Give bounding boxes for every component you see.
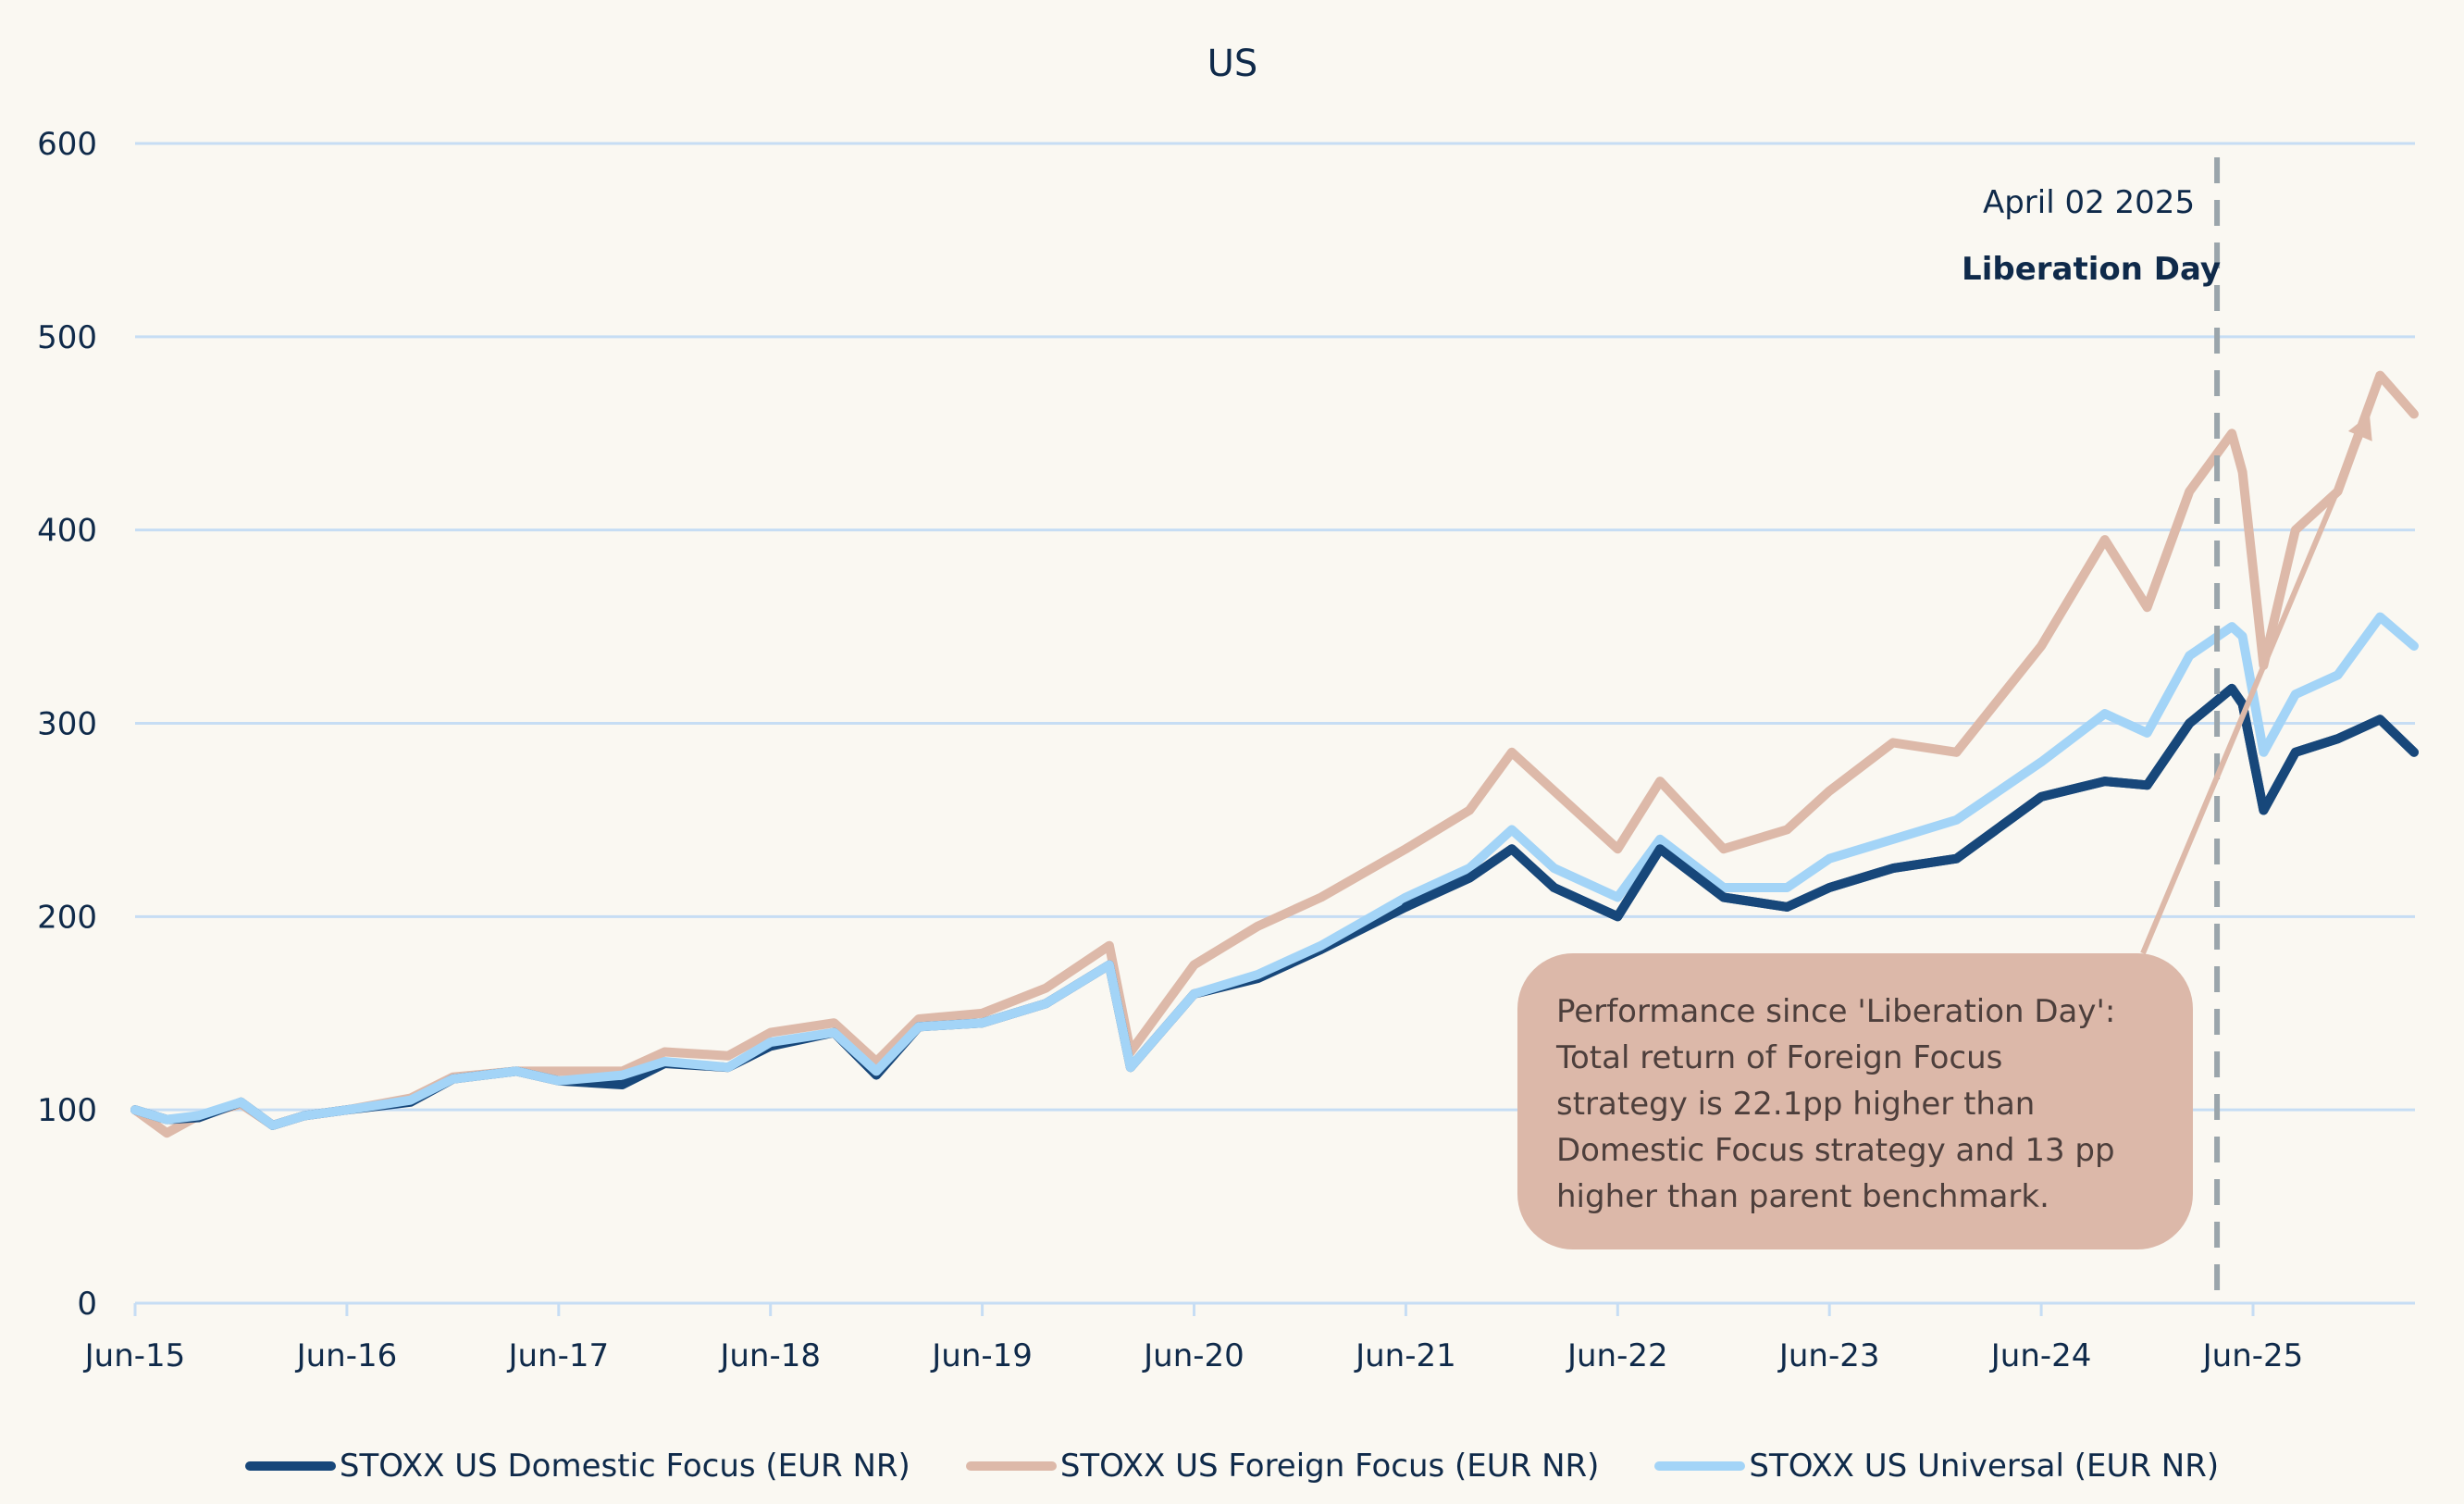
annotations: April 02 2025 Liberation Day (1962, 157, 2372, 1303)
y-tick-label: 100 (37, 1092, 97, 1129)
x-tick-label: Jun-19 (930, 1337, 1033, 1374)
legend-item-foreign[interactable]: STOXX US Foreign Focus (EUR NR) (965, 1446, 1600, 1486)
annotation-date: April 02 2025 (1983, 184, 2195, 221)
x-axis-ticks: Jun-15 Jun-16 Jun-17 Jun-18 Jun-19 Jun-20 Jun-… (83, 1303, 2304, 1374)
y-tick-label: 600 (37, 126, 97, 163)
y-tick-label: 300 (37, 706, 97, 743)
x-tick-label: Jun-18 (718, 1337, 821, 1374)
series-lines (130, 370, 2419, 1138)
note-line: Total return of Foreign Focus (1556, 1039, 2003, 1076)
performance-note: Performance since 'Liberation Day': Tota… (1517, 953, 2193, 1249)
note-line: strategy is 22.1pp higher than (1556, 1086, 2036, 1123)
arrow-head-icon (2347, 414, 2372, 441)
legend-item-universal[interactable]: STOXX US Universal (EUR NR) (1654, 1446, 2219, 1486)
note-line: Performance since 'Liberation Day': (1556, 993, 2116, 1030)
x-tick-label: Jun-23 (1777, 1337, 1880, 1374)
note-line: higher than parent benchmark. (1556, 1178, 2049, 1215)
legend-item-domestic[interactable]: STOXX US Domestic Focus (EUR NR) (244, 1446, 910, 1486)
annotation-event: Liberation Day (1962, 251, 2221, 288)
y-tick-label: 500 (37, 319, 97, 356)
note-line: Domestic Focus strategy and 13 pp (1556, 1132, 2115, 1169)
y-tick-label: 200 (37, 899, 97, 936)
y-tick-label: 400 (37, 513, 97, 550)
x-tick-label: Jun-22 (1566, 1337, 1668, 1374)
legend-label: STOXX US Domestic Focus (EUR NR) (339, 1448, 910, 1485)
legend-swatch-foreign (965, 1461, 1057, 1471)
legend-swatch-universal (1654, 1461, 1746, 1471)
x-tick-label: Jun-25 (2201, 1337, 2304, 1374)
performance-arrow (2140, 435, 2363, 955)
series-line-domestic-overlay (1401, 683, 2419, 922)
x-tick-label: Jun-15 (83, 1337, 186, 1374)
x-tick-label: Jun-20 (1142, 1337, 1244, 1374)
y-axis-ticks: 0 100 200 300 400 500 600 (37, 126, 97, 1323)
x-tick-label: Jun-16 (295, 1337, 398, 1374)
x-tick-label: Jun-17 (506, 1337, 609, 1374)
legend-swatch-domestic (244, 1461, 336, 1471)
chart-title: US (1207, 43, 1258, 85)
x-tick-label: Jun-24 (1989, 1337, 2092, 1374)
x-tick-label: Jun-21 (1354, 1337, 1456, 1374)
legend-label: STOXX US Foreign Focus (EUR NR) (1059, 1448, 1600, 1485)
legend-label: STOXX US Universal (EUR NR) (1749, 1448, 2220, 1485)
series-line-universal (130, 612, 2419, 1130)
legend: STOXX US Domestic Focus (EUR NR) STOXX U… (0, 1446, 2464, 1486)
y-tick-label: 0 (77, 1286, 97, 1323)
